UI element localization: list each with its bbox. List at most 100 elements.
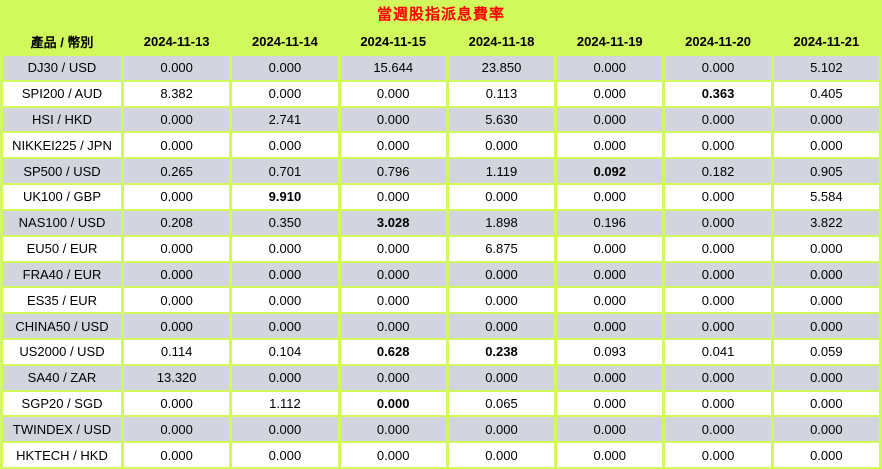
value-cell: 0.000	[340, 262, 446, 287]
value-cell: 0.059	[773, 339, 879, 364]
value-cell: 0.000	[557, 262, 663, 287]
table-row: SGP20 / SGD 0.000 1.112 0.000 0.065 0.000 0.00…	[3, 391, 879, 416]
product-cell: NAS100 / USD	[3, 210, 121, 235]
header-row: 產品 / 幣別 2024-11-13 2024-11-14 2024-11-15 202…	[3, 28, 879, 54]
value-cell: 0.000	[448, 365, 555, 390]
value-cell: 0.000	[557, 81, 663, 106]
product-cell: SGP20 / SGD	[3, 391, 121, 416]
product-cell: SA40 / ZAR	[3, 365, 121, 390]
value-cell: 0.000	[340, 417, 446, 442]
product-cell: FRA40 / EUR	[3, 262, 121, 287]
value-cell: 0.000	[124, 133, 230, 158]
value-cell: 0.000	[665, 107, 771, 132]
value-cell: 0.000	[665, 443, 771, 467]
value-cell: 0.000	[557, 185, 663, 209]
value-cell: 0.000	[124, 185, 230, 209]
value-cell: 5.630	[448, 107, 555, 132]
value-cell: 0.000	[124, 417, 230, 442]
table-row: US2000 / USD 0.114 0.104 0.628 0.238 0.093 0.0…	[3, 339, 879, 364]
value-cell: 0.000	[124, 107, 230, 132]
table-row: HKTECH / HKD 0.000 0.000 0.000 0.000 0.000 0.0…	[3, 443, 879, 467]
value-cell: 0.000	[773, 365, 879, 390]
value-cell: 0.701	[232, 159, 338, 184]
value-cell: 0.000	[448, 417, 555, 442]
value-cell: 0.000	[340, 443, 446, 467]
value-cell: 0.000	[773, 288, 879, 313]
value-cell: 0.000	[557, 365, 663, 390]
value-cell: 0.000	[665, 185, 771, 209]
table-row: SA40 / ZAR 13.320 0.000 0.000 0.000 0.000 0.00…	[3, 365, 879, 390]
product-cell: ES35 / EUR	[3, 288, 121, 313]
value-cell: 0.000	[232, 314, 338, 338]
value-cell: 0.000	[773, 443, 879, 467]
table-row: EU50 / EUR 0.000 0.000 0.000 6.875 0.000 0.000…	[3, 236, 879, 261]
value-cell: 0.000	[665, 314, 771, 338]
value-cell: 0.000	[124, 288, 230, 313]
value-cell: 0.000	[232, 288, 338, 313]
value-cell: 0.000	[665, 417, 771, 442]
value-cell: 0.000	[448, 185, 555, 209]
value-cell: 0.000	[232, 81, 338, 106]
value-cell: 0.000	[665, 391, 771, 416]
value-cell: 1.898	[448, 210, 555, 235]
value-cell: 0.000	[340, 288, 446, 313]
date-column-header: 2024-11-19	[576, 33, 643, 49]
value-cell: 0.000	[557, 236, 663, 261]
value-cell: 0.000	[557, 391, 663, 416]
value-cell: 0.000	[448, 314, 555, 338]
table-row: NAS100 / USD 0.208 0.350 3.028 1.898 0.196 0.0…	[3, 210, 879, 235]
table-row: NIKKEI225 / JPN 0.000 0.000 0.000 0.000 0.000…	[3, 133, 879, 158]
value-cell: 0.000	[557, 288, 663, 313]
value-cell: 9.910	[232, 185, 338, 209]
value-cell: 5.584	[773, 185, 879, 209]
page-title: 當週股指派息費率	[376, 5, 505, 23]
value-cell: 3.822	[773, 210, 879, 235]
table-row: CHINA50 / USD 0.000 0.000 0.000 0.000 0.000 0.…	[3, 314, 879, 338]
date-column-header: 2024-11-15	[360, 33, 427, 49]
value-cell: 0.000	[773, 391, 879, 416]
value-cell: 0.000	[340, 236, 446, 261]
value-cell: 0.000	[665, 365, 771, 390]
product-cell: SPI200 / AUD	[3, 81, 121, 106]
value-cell: 0.000	[448, 288, 555, 313]
table-row: TWINDEX / USD 0.000 0.000 0.000 0.000 0.000 0.…	[3, 417, 879, 442]
value-cell: 0.000	[773, 133, 879, 158]
product-cell: CHINA50 / USD	[3, 314, 121, 338]
value-cell: 0.182	[665, 159, 771, 184]
value-cell: 0.000	[773, 417, 879, 442]
value-cell: 6.875	[448, 236, 555, 261]
product-cell: TWINDEX / USD	[3, 417, 121, 442]
value-cell: 0.196	[557, 210, 663, 235]
product-cell: UK100 / GBP	[3, 185, 121, 209]
product-cell: SP500 / USD	[3, 159, 121, 184]
table-row: ES35 / EUR 0.000 0.000 0.000 0.000 0.000 0.000…	[3, 288, 879, 313]
value-cell: 0.000	[124, 262, 230, 287]
value-cell: 0.000	[448, 262, 555, 287]
value-cell: 23.850	[448, 56, 555, 80]
value-cell: 0.628	[340, 339, 446, 364]
product-cell: DJ30 / USD	[3, 56, 121, 80]
value-cell: 0.000	[665, 133, 771, 158]
value-cell: 0.000	[340, 81, 446, 106]
date-column-header: 2024-11-14	[252, 33, 318, 49]
value-cell: 0.000	[773, 262, 879, 287]
value-cell: 0.093	[557, 339, 663, 364]
title-bar: 當週股指派息費率	[0, 0, 882, 26]
value-cell: 0.000	[124, 391, 230, 416]
value-cell: 0.796	[340, 159, 446, 184]
date-column-header: 2024-11-13	[143, 33, 210, 49]
table-row: HSI / HKD 0.000 2.741 0.000 5.630 0.000 0.000 0…	[3, 107, 879, 132]
value-cell: 0.000	[232, 262, 338, 287]
value-cell: 0.238	[448, 339, 555, 364]
value-cell: 0.350	[232, 210, 338, 235]
value-cell: 0.000	[665, 210, 771, 235]
value-cell: 0.000	[773, 314, 879, 338]
value-cell: 0.000	[557, 314, 663, 338]
value-cell: 0.208	[124, 210, 230, 235]
value-cell: 0.000	[232, 236, 338, 261]
value-cell: 0.114	[124, 339, 230, 364]
value-cell: 0.000	[232, 56, 338, 80]
table-row: FRA40 / EUR 0.000 0.000 0.000 0.000 0.000 0.00…	[3, 262, 879, 287]
value-cell: 0.065	[448, 391, 555, 416]
